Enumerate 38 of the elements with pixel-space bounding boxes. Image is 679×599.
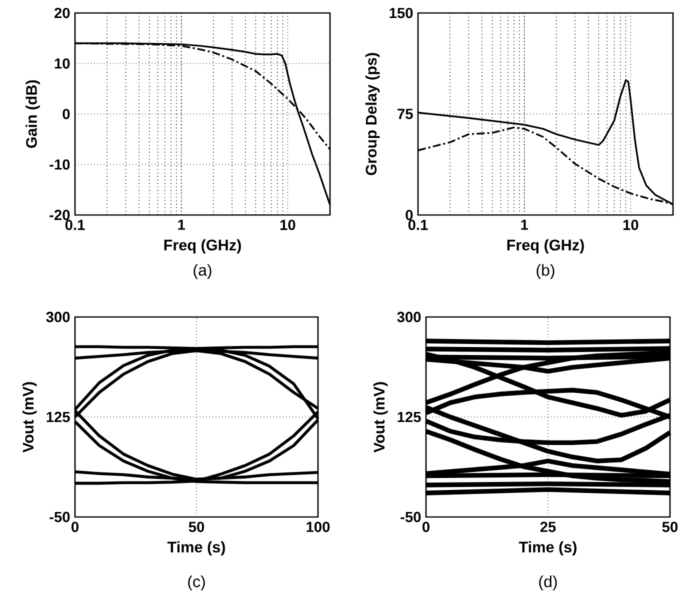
y-tick-label: 20 bbox=[54, 8, 70, 18]
y-tick-label: 75 bbox=[398, 108, 413, 120]
y-tick-label: -10 bbox=[50, 159, 70, 170]
x-tick-label: 50 bbox=[662, 522, 678, 532]
y-axis-title: Vout (mV) bbox=[22, 382, 37, 453]
x-tick-label: 0.1 bbox=[65, 220, 85, 230]
y-tick-label: 0 bbox=[62, 108, 70, 120]
y-tick-label: 10 bbox=[54, 58, 70, 69]
y-axis-title: Gain (dB) bbox=[26, 80, 40, 148]
x-tick-label: 1 bbox=[178, 220, 185, 230]
y-axis-title: Group Delay (ps) bbox=[365, 52, 380, 176]
text: (a) bbox=[194, 264, 212, 279]
x-tick-label: 0.1 bbox=[408, 220, 428, 230]
x-tick-label: 1 bbox=[521, 220, 528, 230]
x-tick-label: 0 bbox=[72, 522, 78, 532]
x-axis-title: Freq (GHz) bbox=[164, 239, 241, 254]
x-tick-label: 100 bbox=[306, 522, 330, 532]
y-tick-label: 300 bbox=[46, 312, 70, 322]
text: (b) bbox=[536, 264, 554, 279]
x-axis-title: Freq (GHz) bbox=[507, 239, 584, 254]
x-tick-label: 10 bbox=[280, 220, 296, 230]
x-axis-title: Time (s) bbox=[518, 541, 576, 556]
x-tick-label: 0 bbox=[422, 522, 430, 532]
y-tick-label: 0 bbox=[406, 210, 413, 220]
x-tick-label: 10 bbox=[623, 220, 638, 230]
y-tick-label: 125 bbox=[46, 412, 70, 422]
y-tick-label: 300 bbox=[397, 312, 421, 322]
x-tick-label: 50 bbox=[188, 522, 204, 532]
y-axis-title: Vout (mV) bbox=[373, 382, 388, 453]
text: (d) bbox=[539, 576, 557, 590]
y-tick-label: -50 bbox=[400, 512, 421, 522]
y-tick-label: 150 bbox=[390, 8, 413, 18]
y-tick-label: 125 bbox=[398, 412, 421, 422]
y-tick-label: -50 bbox=[50, 512, 70, 522]
text: (c) bbox=[188, 576, 205, 590]
y-tick-label: -20 bbox=[50, 210, 70, 220]
x-axis-title: Time (s) bbox=[167, 541, 225, 556]
x-tick-label: 25 bbox=[540, 522, 556, 532]
